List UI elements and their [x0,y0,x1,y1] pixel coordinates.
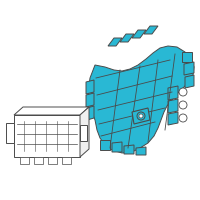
Polygon shape [48,157,57,164]
Polygon shape [136,147,146,155]
Polygon shape [88,46,194,153]
Polygon shape [108,38,122,46]
Polygon shape [168,86,178,100]
Polygon shape [86,93,94,107]
Polygon shape [87,106,94,120]
Polygon shape [80,107,89,157]
Polygon shape [6,123,14,143]
Polygon shape [168,99,178,113]
Polygon shape [132,108,150,124]
Polygon shape [144,26,158,34]
Polygon shape [34,157,43,164]
Polygon shape [124,145,134,154]
Circle shape [139,114,143,118]
Polygon shape [168,112,178,125]
Circle shape [179,88,187,96]
Polygon shape [62,157,71,164]
Polygon shape [14,115,80,157]
Polygon shape [185,75,194,88]
Circle shape [179,114,187,122]
Polygon shape [100,140,110,150]
Polygon shape [120,34,134,42]
Polygon shape [80,125,87,141]
Polygon shape [86,80,94,94]
Circle shape [179,101,187,109]
Polygon shape [184,62,194,75]
Polygon shape [20,157,29,164]
Polygon shape [112,142,122,152]
Polygon shape [182,52,192,62]
Polygon shape [132,30,146,38]
Polygon shape [14,107,89,115]
Circle shape [137,112,145,120]
